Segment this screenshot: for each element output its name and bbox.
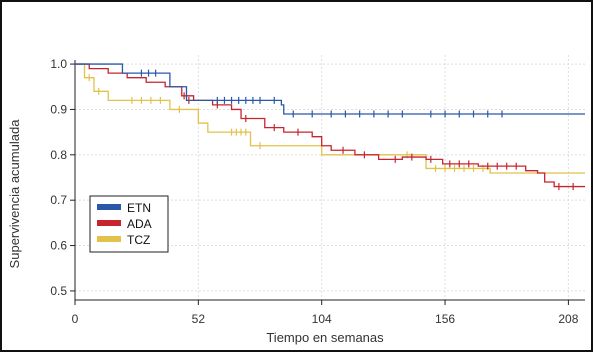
legend: ETN ADA TCZ [89, 195, 169, 253]
x-axis-label: Tiempo en semanas [266, 330, 384, 345]
grid [75, 55, 585, 300]
x-tick-label: 52 [192, 312, 206, 326]
y-tick-label: 0.5 [50, 284, 67, 298]
axes: 0.5 0.6 0.7 0.8 0.9 1.0 0 52 104 156 208 [50, 57, 585, 326]
legend-swatch-etn [97, 204, 121, 210]
y-tick-label: 1.0 [50, 57, 67, 71]
y-tick-label: 0.8 [50, 148, 67, 162]
legend-label-ada: ADA [127, 217, 152, 231]
y-axis-label: Supervivencia acumulada [7, 119, 22, 269]
series-line-tcz [75, 63, 585, 174]
x-tick-label: 0 [72, 312, 79, 326]
y-tick-label: 0.6 [50, 239, 67, 253]
y-tick-label: 0.9 [50, 102, 67, 116]
series-line-ada [75, 63, 585, 188]
x-tick-label: 208 [558, 312, 578, 326]
legend-swatch-tcz [97, 236, 121, 242]
series-line-etn [75, 63, 585, 115]
series-group [75, 63, 585, 191]
legend-label-tcz: TCZ [127, 233, 150, 247]
legend-swatch-ada [97, 220, 121, 226]
x-tick-label: 156 [435, 312, 455, 326]
y-tick-label: 0.7 [50, 193, 67, 207]
legend-label-etn: ETN [127, 201, 151, 215]
x-tick-label: 104 [312, 312, 332, 326]
